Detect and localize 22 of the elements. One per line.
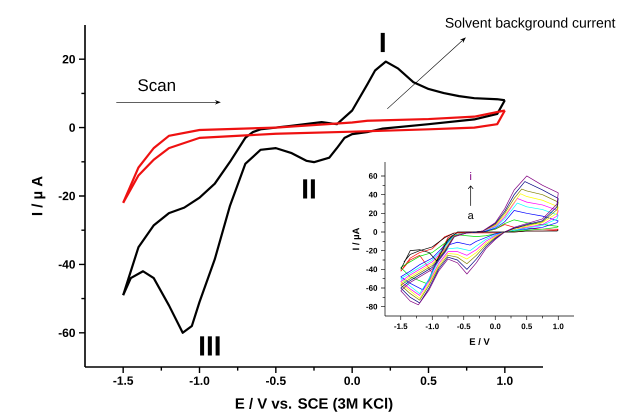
annotation: a <box>468 213 474 220</box>
y-tick-label: 20 <box>62 54 75 64</box>
x-tick-label: 0.0 <box>344 376 360 385</box>
x-tick-label: 1.0 <box>497 376 513 385</box>
y-tick-label: -40 <box>58 260 75 269</box>
x-tick-label: -0.5 <box>266 376 286 385</box>
y-tick-label: -60 <box>58 328 75 338</box>
x-tick-label: 0.5 <box>420 376 436 385</box>
x-axis-title: E / V vs. SCE (3M KCl) <box>236 398 392 412</box>
x-axis-title: E / V <box>470 338 490 346</box>
y-tick-label: 0 <box>69 123 75 132</box>
annotation: i <box>470 172 472 180</box>
y-tick-label: -20 <box>58 192 75 200</box>
annotation: Solvent background current <box>446 17 616 30</box>
annotation: III <box>200 336 220 356</box>
y-axis-title: I / µA <box>352 228 362 250</box>
y-axis-title: I / µ A <box>31 176 46 216</box>
annotation: I <box>380 32 385 52</box>
annotation: Scan <box>138 79 175 92</box>
x-tick-label: -1.0 <box>190 376 210 385</box>
annotation: II <box>303 179 315 199</box>
x-tick-label: -1.5 <box>113 376 134 385</box>
